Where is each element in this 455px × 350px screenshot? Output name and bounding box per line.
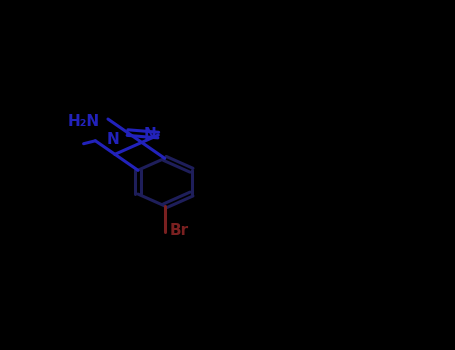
Text: H₂N: H₂N	[68, 114, 100, 130]
Text: Br: Br	[169, 223, 188, 238]
Text: N: N	[106, 132, 119, 147]
Text: N: N	[144, 127, 157, 142]
